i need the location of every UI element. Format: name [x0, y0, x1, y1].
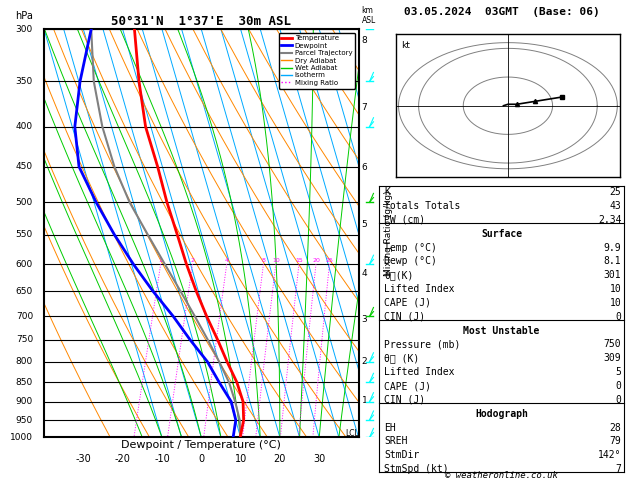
Text: 1: 1 — [362, 397, 367, 405]
Title: 50°31'N  1°37'E  30m ASL: 50°31'N 1°37'E 30m ASL — [111, 15, 291, 28]
Text: 5: 5 — [616, 367, 621, 377]
Text: 2.34: 2.34 — [598, 215, 621, 225]
Text: 43: 43 — [610, 201, 621, 211]
Text: 7: 7 — [362, 103, 367, 112]
Text: 8: 8 — [262, 258, 265, 263]
Text: 20: 20 — [274, 454, 286, 464]
Text: 6: 6 — [362, 163, 367, 172]
X-axis label: Dewpoint / Temperature (°C): Dewpoint / Temperature (°C) — [121, 440, 281, 450]
Text: 15: 15 — [295, 258, 303, 263]
Text: 4: 4 — [225, 258, 229, 263]
Text: 20: 20 — [312, 258, 320, 263]
Text: 450: 450 — [16, 162, 33, 171]
Text: 10: 10 — [610, 284, 621, 294]
Text: Lifted Index: Lifted Index — [384, 367, 455, 377]
Text: 309: 309 — [604, 353, 621, 364]
Text: 850: 850 — [16, 378, 33, 387]
Text: EH: EH — [384, 423, 396, 433]
Text: 3: 3 — [362, 315, 367, 324]
Text: 9.9: 9.9 — [604, 243, 621, 253]
Text: 301: 301 — [604, 270, 621, 280]
Text: CIN (J): CIN (J) — [384, 395, 426, 405]
Text: 2: 2 — [362, 357, 367, 366]
Text: 10: 10 — [272, 258, 280, 263]
Text: 700: 700 — [16, 312, 33, 321]
Text: 7: 7 — [616, 464, 621, 474]
Text: 2: 2 — [191, 258, 194, 263]
Text: 4: 4 — [362, 269, 367, 278]
Text: 900: 900 — [16, 397, 33, 406]
Text: SREH: SREH — [384, 436, 408, 447]
Text: K: K — [384, 187, 391, 197]
Text: StmDir: StmDir — [384, 451, 420, 460]
Text: 950: 950 — [16, 416, 33, 424]
Text: Totals Totals: Totals Totals — [384, 201, 461, 211]
Text: 500: 500 — [16, 198, 33, 207]
Text: 650: 650 — [16, 287, 33, 296]
Text: 1000: 1000 — [10, 433, 33, 442]
Text: Surface: Surface — [481, 228, 522, 239]
Text: -20: -20 — [114, 454, 131, 464]
Text: 550: 550 — [16, 230, 33, 239]
Text: hPa: hPa — [15, 11, 33, 21]
Text: 600: 600 — [16, 260, 33, 269]
Text: 25: 25 — [610, 187, 621, 197]
Text: Mixing Ratio (g/kg): Mixing Ratio (g/kg) — [384, 191, 392, 276]
Text: Hodograph: Hodograph — [475, 409, 528, 419]
Text: 0: 0 — [616, 395, 621, 405]
Text: PW (cm): PW (cm) — [384, 215, 426, 225]
Text: 30: 30 — [313, 454, 325, 464]
Text: -30: -30 — [75, 454, 91, 464]
Legend: Temperature, Dewpoint, Parcel Trajectory, Dry Adiabat, Wet Adiabat, Isotherm, Mi: Temperature, Dewpoint, Parcel Trajectory… — [279, 33, 355, 88]
Text: Lifted Index: Lifted Index — [384, 284, 455, 294]
Text: 800: 800 — [16, 357, 33, 366]
Text: CAPE (J): CAPE (J) — [384, 381, 431, 391]
Text: Dewp (°C): Dewp (°C) — [384, 256, 437, 266]
Text: CAPE (J): CAPE (J) — [384, 298, 431, 308]
Text: 750: 750 — [604, 340, 621, 349]
Text: 8.1: 8.1 — [604, 256, 621, 266]
Text: 400: 400 — [16, 122, 33, 131]
Text: -10: -10 — [154, 454, 170, 464]
Text: 10: 10 — [235, 454, 247, 464]
Text: θᴄ(K): θᴄ(K) — [384, 270, 414, 280]
Text: 10: 10 — [610, 298, 621, 308]
Text: 0: 0 — [616, 312, 621, 322]
Text: kt: kt — [401, 41, 409, 50]
Text: 8: 8 — [362, 36, 367, 45]
Text: StmSpd (kt): StmSpd (kt) — [384, 464, 449, 474]
Text: 142°: 142° — [598, 451, 621, 460]
Text: 25: 25 — [325, 258, 333, 263]
Text: 0: 0 — [198, 454, 204, 464]
Text: 0: 0 — [616, 381, 621, 391]
Text: 03.05.2024  03GMT  (Base: 06): 03.05.2024 03GMT (Base: 06) — [404, 7, 599, 17]
Text: θᴄ (K): θᴄ (K) — [384, 353, 420, 364]
Text: Most Unstable: Most Unstable — [464, 326, 540, 336]
Text: Temp (°C): Temp (°C) — [384, 243, 437, 253]
Text: CIN (J): CIN (J) — [384, 312, 426, 322]
Text: 750: 750 — [16, 335, 33, 345]
Text: 79: 79 — [610, 436, 621, 447]
Text: 300: 300 — [16, 25, 33, 34]
Text: 5: 5 — [362, 220, 367, 228]
Text: km
ASL: km ASL — [362, 6, 376, 25]
Text: © weatheronline.co.uk: © weatheronline.co.uk — [445, 471, 558, 480]
Text: 350: 350 — [16, 77, 33, 86]
Text: Pressure (mb): Pressure (mb) — [384, 340, 461, 349]
Text: 1: 1 — [159, 258, 163, 263]
Text: 28: 28 — [610, 423, 621, 433]
Text: LCL: LCL — [345, 430, 359, 438]
